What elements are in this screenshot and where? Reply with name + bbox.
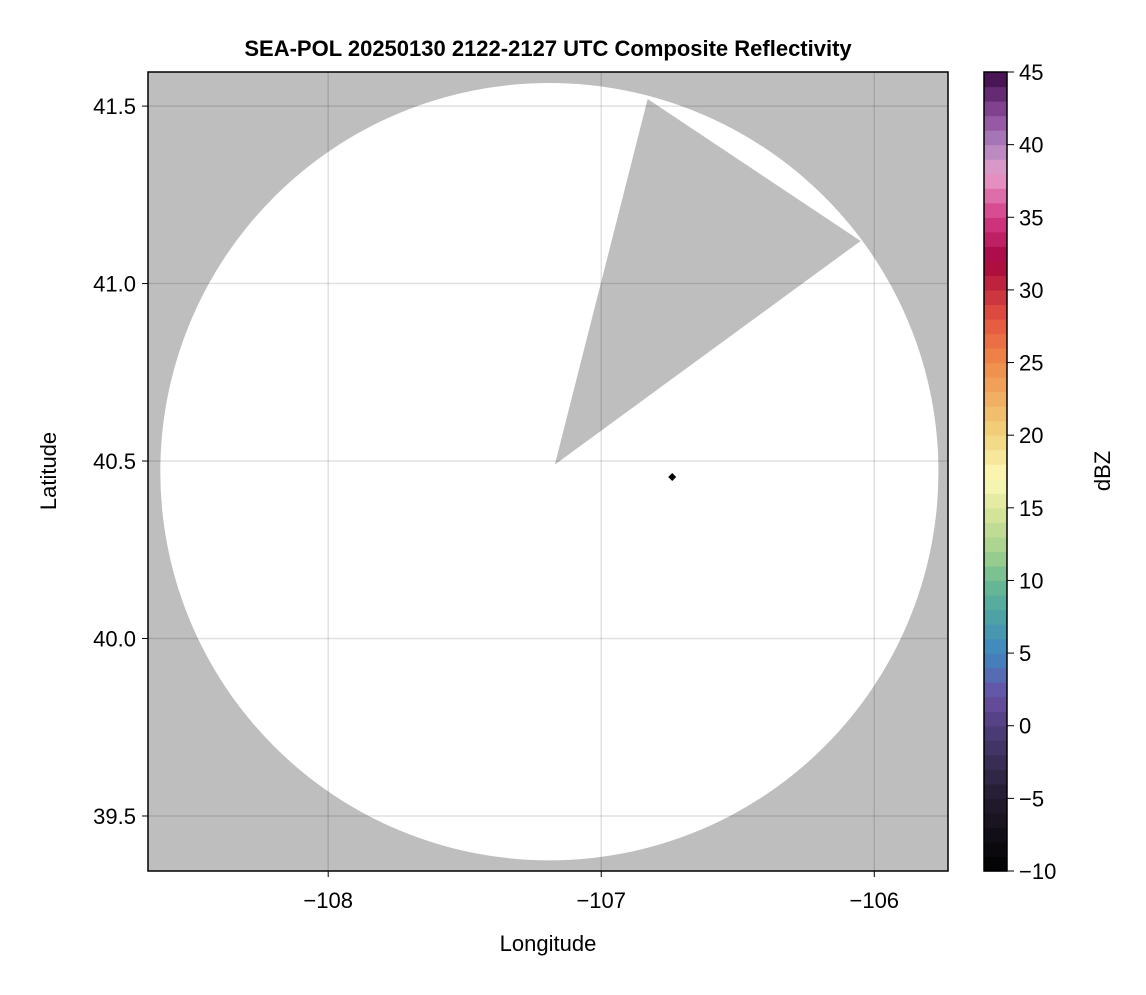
colorbar-tick-label: 40	[1019, 133, 1043, 158]
colorbar-bin	[984, 362, 1007, 378]
colorbar-bin	[984, 522, 1007, 538]
colorbar-bin	[984, 638, 1007, 654]
colorbar-bin	[984, 333, 1007, 349]
colorbar-bin	[984, 754, 1007, 770]
colorbar-bin	[984, 202, 1007, 218]
y-axis-label: Latitude	[36, 432, 61, 510]
colorbar-bin	[984, 246, 1007, 262]
colorbar-bin	[984, 217, 1007, 233]
colorbar-bin	[984, 348, 1007, 364]
colorbar-bin	[984, 565, 1007, 582]
colorbar-frame	[983, 71, 1008, 872]
colorbar-bin	[984, 435, 1007, 451]
colorbar-tick-label: 25	[1019, 351, 1043, 376]
colorbar-bin	[984, 594, 1007, 611]
colorbar-bin	[984, 711, 1007, 727]
colorbar-bin	[984, 667, 1007, 683]
radar-site-marker	[668, 473, 677, 482]
colorbar-bin	[984, 275, 1007, 291]
colorbar-bin	[984, 130, 1007, 146]
radar-coverage-area	[160, 83, 939, 861]
colorbar-bin	[984, 144, 1007, 160]
colorbar-bin	[984, 507, 1007, 523]
colorbar-bin	[984, 812, 1007, 829]
chart-title: SEA-POL 20250130 2122-2127 UTC Composite…	[244, 36, 852, 61]
colorbar-bin	[984, 86, 1007, 102]
colorbar-tick-label: −10	[1019, 859, 1056, 884]
colorbar-bin	[984, 377, 1007, 393]
colorbar-bin	[984, 856, 1007, 872]
colorbar-bin	[984, 391, 1007, 407]
colorbar-bin	[984, 841, 1007, 858]
colorbar-bin	[984, 609, 1007, 625]
colorbar-tick-label: 30	[1019, 278, 1043, 303]
colorbar-bin	[984, 653, 1007, 669]
blocked-sector	[554, 98, 861, 465]
colorbar-bin	[984, 551, 1007, 567]
colorbar-tick-label: 20	[1019, 423, 1043, 448]
colorbar-label: dBZ	[1090, 451, 1115, 491]
y-tick-label: 41.5	[93, 94, 136, 119]
colorbar-bin	[984, 682, 1007, 698]
axes: −108 −107 −106 39.5 40.0 40.5 41.0 41.5	[93, 71, 949, 913]
colorbar-tick-label: 45	[1019, 60, 1043, 85]
x-axis-label: Longitude	[500, 931, 597, 956]
colorbar-bin	[984, 624, 1007, 640]
colorbar-bin	[984, 173, 1007, 189]
colorbar-bin	[984, 449, 1007, 465]
colorbar-bin	[984, 289, 1007, 306]
y-tick-label: 41.0	[93, 272, 136, 297]
y-tick-label: 39.5	[93, 804, 136, 829]
y-tick-label: 40.5	[93, 449, 136, 474]
colorbar-bin	[984, 304, 1007, 320]
colorbar-bin	[984, 115, 1007, 131]
colorbar-tick-label: 35	[1019, 205, 1043, 230]
colorbar-bin	[984, 159, 1007, 175]
colorbar-bin	[984, 536, 1007, 552]
colorbar-bin	[984, 740, 1007, 756]
colorbar-bin	[984, 580, 1007, 596]
colorbar-tick-label: 15	[1019, 496, 1043, 521]
x-tick-label: −106	[849, 888, 899, 913]
colorbar-bin	[984, 464, 1007, 480]
colorbar-bin	[984, 406, 1007, 422]
colorbar-bin	[984, 783, 1007, 799]
colorbar-tick-label: 5	[1019, 641, 1031, 666]
colorbar-bin	[984, 101, 1007, 117]
colorbar-tick-label: 10	[1019, 568, 1043, 593]
colorbar-bin	[984, 420, 1007, 436]
y-tick-label: 40.0	[93, 627, 136, 652]
colorbar-bin	[984, 231, 1007, 247]
colorbar-bin	[984, 72, 1007, 88]
x-tick-label: −108	[303, 888, 353, 913]
colorbar-bin	[984, 478, 1007, 494]
colorbar: −10 −5 0 5 10 15 20 25 30 35 40 45	[983, 60, 1056, 884]
colorbar-bin	[984, 260, 1007, 276]
colorbar-bin	[984, 696, 1007, 712]
colorbar-bin	[984, 318, 1007, 335]
colorbar-bin	[984, 798, 1007, 814]
colorbar-bin	[984, 769, 1007, 785]
colorbar-bin	[984, 827, 1007, 843]
colorbar-bin	[984, 188, 1007, 204]
colorbar-tick-label: −5	[1019, 786, 1044, 811]
colorbar-bin	[984, 725, 1007, 741]
plot-area	[148, 72, 948, 871]
colorbar-tick-label: 0	[1019, 714, 1031, 739]
plot-frame	[147, 71, 949, 872]
colorbar-bin	[984, 493, 1007, 509]
x-tick-label: −107	[576, 888, 626, 913]
